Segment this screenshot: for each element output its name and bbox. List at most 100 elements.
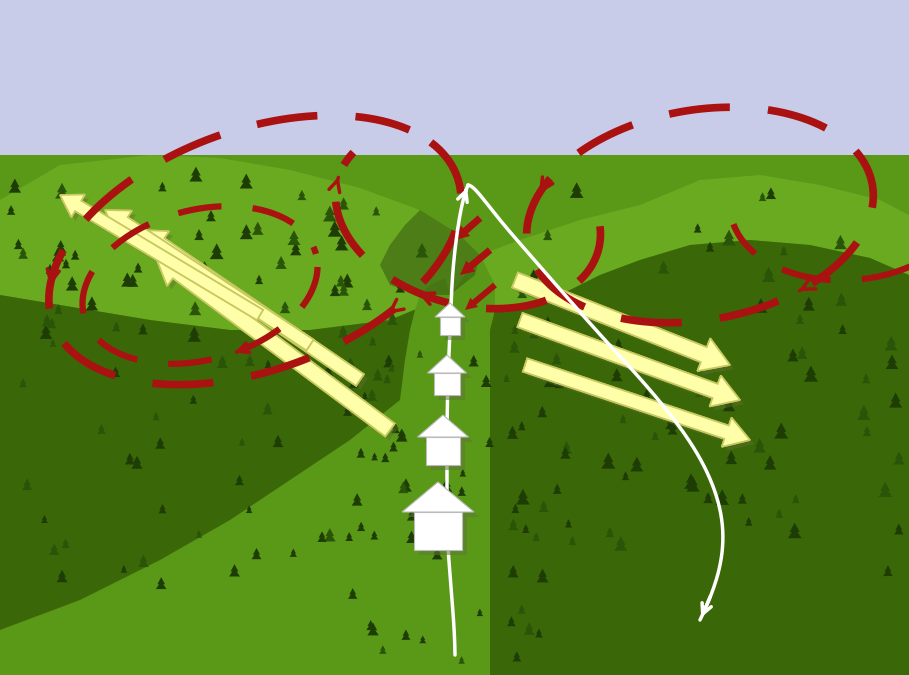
Polygon shape bbox=[543, 317, 553, 326]
Polygon shape bbox=[43, 314, 51, 321]
Polygon shape bbox=[407, 512, 418, 520]
Polygon shape bbox=[265, 360, 271, 365]
Polygon shape bbox=[264, 402, 272, 410]
Polygon shape bbox=[665, 420, 677, 429]
Polygon shape bbox=[22, 482, 33, 490]
Polygon shape bbox=[338, 201, 349, 209]
Polygon shape bbox=[85, 301, 98, 310]
Polygon shape bbox=[337, 236, 346, 244]
Polygon shape bbox=[704, 492, 712, 499]
Polygon shape bbox=[804, 297, 814, 305]
FancyArrow shape bbox=[523, 358, 750, 447]
Polygon shape bbox=[275, 435, 282, 442]
FancyArrow shape bbox=[527, 362, 754, 451]
Polygon shape bbox=[349, 588, 356, 595]
Polygon shape bbox=[435, 303, 465, 317]
Polygon shape bbox=[527, 274, 540, 284]
Polygon shape bbox=[545, 373, 554, 381]
Polygon shape bbox=[796, 350, 807, 359]
Polygon shape bbox=[835, 297, 847, 306]
Polygon shape bbox=[252, 226, 264, 235]
Polygon shape bbox=[667, 416, 675, 424]
Polygon shape bbox=[384, 358, 395, 367]
Polygon shape bbox=[468, 358, 479, 367]
FancyArrow shape bbox=[109, 214, 317, 354]
Polygon shape bbox=[383, 377, 391, 383]
FancyArrow shape bbox=[155, 255, 395, 437]
Polygon shape bbox=[252, 551, 262, 559]
Polygon shape bbox=[536, 573, 549, 583]
Polygon shape bbox=[513, 504, 518, 510]
FancyArrow shape bbox=[512, 273, 730, 371]
Polygon shape bbox=[55, 244, 65, 252]
Polygon shape bbox=[236, 475, 243, 481]
Polygon shape bbox=[669, 423, 676, 430]
Polygon shape bbox=[328, 226, 342, 237]
Polygon shape bbox=[396, 433, 407, 441]
Polygon shape bbox=[290, 246, 302, 255]
FancyArrow shape bbox=[60, 194, 263, 320]
Polygon shape bbox=[622, 474, 629, 480]
Polygon shape bbox=[349, 379, 359, 388]
Polygon shape bbox=[529, 269, 538, 278]
Polygon shape bbox=[382, 452, 388, 458]
Polygon shape bbox=[46, 264, 54, 270]
FancyArrow shape bbox=[144, 234, 368, 389]
Polygon shape bbox=[548, 329, 556, 335]
Polygon shape bbox=[513, 655, 521, 662]
Polygon shape bbox=[387, 317, 398, 325]
Polygon shape bbox=[859, 405, 869, 414]
Polygon shape bbox=[601, 458, 615, 468]
Polygon shape bbox=[49, 342, 56, 347]
Polygon shape bbox=[534, 532, 539, 537]
Polygon shape bbox=[358, 448, 365, 454]
Polygon shape bbox=[14, 242, 23, 249]
Polygon shape bbox=[419, 638, 426, 643]
Polygon shape bbox=[524, 626, 534, 635]
Polygon shape bbox=[345, 361, 356, 370]
Polygon shape bbox=[434, 373, 460, 395]
FancyArrow shape bbox=[460, 247, 493, 275]
Polygon shape bbox=[457, 489, 466, 496]
Polygon shape bbox=[159, 182, 165, 188]
Polygon shape bbox=[529, 331, 539, 338]
Polygon shape bbox=[57, 248, 66, 256]
Polygon shape bbox=[804, 371, 818, 381]
Polygon shape bbox=[442, 479, 451, 487]
Polygon shape bbox=[335, 279, 346, 286]
Polygon shape bbox=[432, 431, 442, 439]
FancyArrow shape bbox=[523, 358, 750, 447]
Polygon shape bbox=[19, 248, 26, 254]
Polygon shape bbox=[522, 527, 530, 533]
Polygon shape bbox=[834, 240, 846, 249]
Polygon shape bbox=[754, 303, 767, 313]
Polygon shape bbox=[54, 307, 63, 314]
Polygon shape bbox=[139, 323, 146, 330]
Polygon shape bbox=[684, 479, 698, 489]
Polygon shape bbox=[48, 318, 55, 324]
Polygon shape bbox=[518, 424, 525, 430]
Polygon shape bbox=[765, 191, 776, 199]
Polygon shape bbox=[614, 541, 627, 551]
Polygon shape bbox=[543, 233, 553, 240]
Polygon shape bbox=[459, 471, 466, 477]
Polygon shape bbox=[229, 568, 240, 576]
Polygon shape bbox=[380, 645, 385, 651]
Polygon shape bbox=[133, 456, 141, 464]
Polygon shape bbox=[138, 559, 149, 567]
Polygon shape bbox=[346, 532, 352, 537]
Polygon shape bbox=[390, 441, 396, 448]
Polygon shape bbox=[113, 321, 120, 327]
Polygon shape bbox=[837, 292, 845, 300]
Polygon shape bbox=[63, 539, 69, 544]
Polygon shape bbox=[341, 278, 354, 288]
Polygon shape bbox=[367, 626, 379, 635]
Polygon shape bbox=[572, 182, 582, 192]
Polygon shape bbox=[795, 317, 804, 324]
Polygon shape bbox=[470, 355, 477, 362]
Polygon shape bbox=[537, 410, 547, 417]
Polygon shape bbox=[57, 183, 67, 192]
Polygon shape bbox=[246, 506, 252, 510]
Polygon shape bbox=[345, 406, 351, 412]
Polygon shape bbox=[446, 498, 454, 505]
